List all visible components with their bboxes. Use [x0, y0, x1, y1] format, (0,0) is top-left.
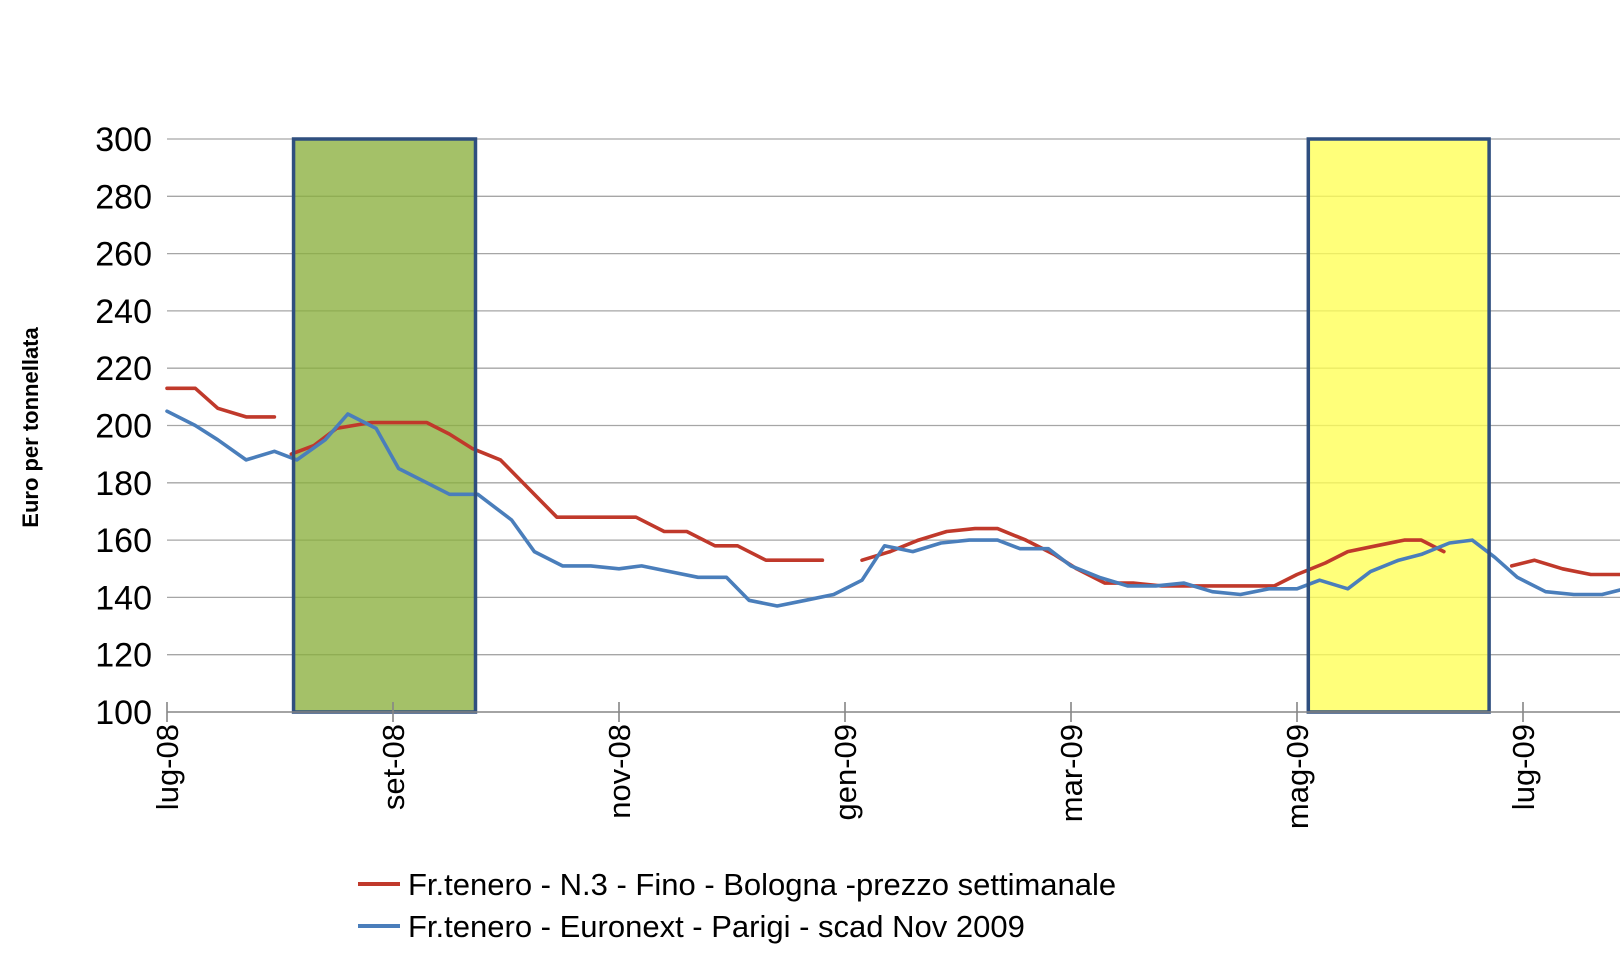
legend: Fr.tenero - N.3 - Fino - Bologna -prezzo…	[358, 867, 1116, 944]
x-tick-label-gen-09: gen-09	[828, 724, 863, 821]
series-0-segment-3	[1509, 558, 1620, 577]
highlight-band-1	[293, 139, 476, 712]
y-tick-label-280: 280	[95, 178, 152, 216]
series-0-segment-0	[165, 386, 277, 419]
y-tick-label-220: 220	[95, 350, 152, 388]
y-tick-label-200: 200	[95, 408, 152, 446]
series-0-segment-1	[289, 420, 825, 563]
legend-label-euronext: Fr.tenero - Euronext - Parigi - scad Nov…	[408, 909, 1025, 944]
x-tick-label-lug-08: lug-08	[150, 724, 185, 810]
y-tick-label-240: 240	[95, 293, 152, 331]
series-1-segment-0	[165, 409, 1620, 608]
y-tick-label-160: 160	[95, 522, 152, 560]
x-tick-label-lug-09: lug-09	[1506, 724, 1541, 810]
x-tick-label-set-08: set-08	[376, 724, 411, 810]
series-lines	[165, 386, 1620, 608]
highlight-bands	[293, 139, 1490, 712]
y-tick-label-300: 300	[95, 121, 152, 159]
y-tick-label-120: 120	[95, 637, 152, 675]
y-tick-label-140: 140	[95, 579, 152, 617]
y-tick-label-260: 260	[95, 236, 152, 274]
x-axis	[166, 702, 1620, 722]
y-tick-label-180: 180	[95, 465, 152, 503]
y-axis-tick-labels: 100 120 140 160 180 200 220 240 260 280 300	[95, 121, 152, 732]
x-axis-tick-labels: lug-08 set-08 nov-08 gen-09 mar-09 mag-09 lug-…	[150, 724, 1541, 829]
highlight-band-2	[1308, 139, 1490, 712]
legend-label-bologna: Fr.tenero - N.3 - Fino - Bologna -prezzo…	[408, 867, 1116, 902]
x-tick-label-mag-09: mag-09	[1280, 724, 1315, 829]
y-axis-title: Euro per tonnellata	[18, 327, 43, 528]
y-tick-label-100: 100	[95, 694, 152, 732]
x-tick-label-mar-09: mar-09	[1054, 724, 1089, 822]
x-tick-label-nov-08: nov-08	[602, 724, 637, 819]
